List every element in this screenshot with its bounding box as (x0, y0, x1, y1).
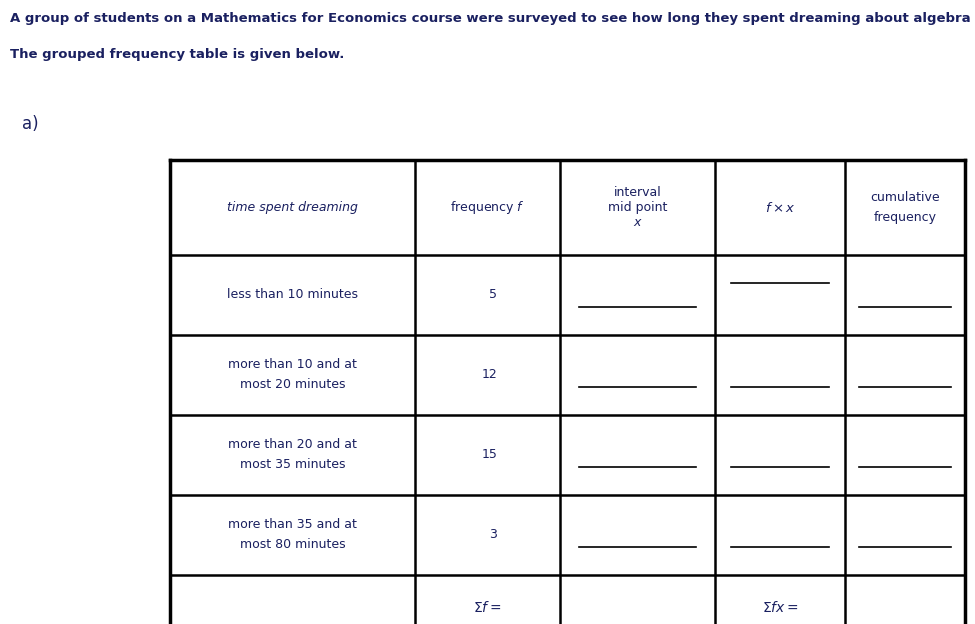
Text: 5: 5 (489, 288, 497, 301)
Text: mid point: mid point (607, 201, 667, 214)
Text: most 20 minutes: most 20 minutes (240, 379, 345, 391)
Text: more than 20 and at: more than 20 and at (228, 439, 357, 452)
Text: interval: interval (613, 185, 661, 198)
Text: most 80 minutes: most 80 minutes (240, 539, 345, 552)
Text: cumulative: cumulative (870, 191, 940, 204)
Text: The grouped frequency table is given below.: The grouped frequency table is given bel… (10, 48, 344, 61)
Text: a): a) (22, 115, 39, 133)
Text: 3: 3 (489, 529, 497, 542)
Text: A group of students on a Mathematics for Economics course were surveyed to see h: A group of students on a Mathematics for… (10, 12, 975, 25)
Text: more than 10 and at: more than 10 and at (228, 359, 357, 371)
Text: less than 10 minutes: less than 10 minutes (227, 288, 358, 301)
Text: 12: 12 (482, 369, 497, 381)
Text: $f \times x$: $f \times x$ (764, 200, 796, 215)
Text: 15: 15 (482, 449, 497, 462)
Text: time spent dreaming: time spent dreaming (227, 201, 358, 214)
Text: more than 35 and at: more than 35 and at (228, 519, 357, 532)
Text: most 35 minutes: most 35 minutes (240, 459, 345, 472)
Text: $\Sigma f =$: $\Sigma f =$ (473, 600, 502, 615)
Text: frequency $f$: frequency $f$ (450, 199, 525, 216)
Text: $x$: $x$ (633, 217, 643, 230)
Text: frequency: frequency (874, 211, 937, 224)
Text: $\Sigma fx =$: $\Sigma fx =$ (761, 600, 799, 615)
